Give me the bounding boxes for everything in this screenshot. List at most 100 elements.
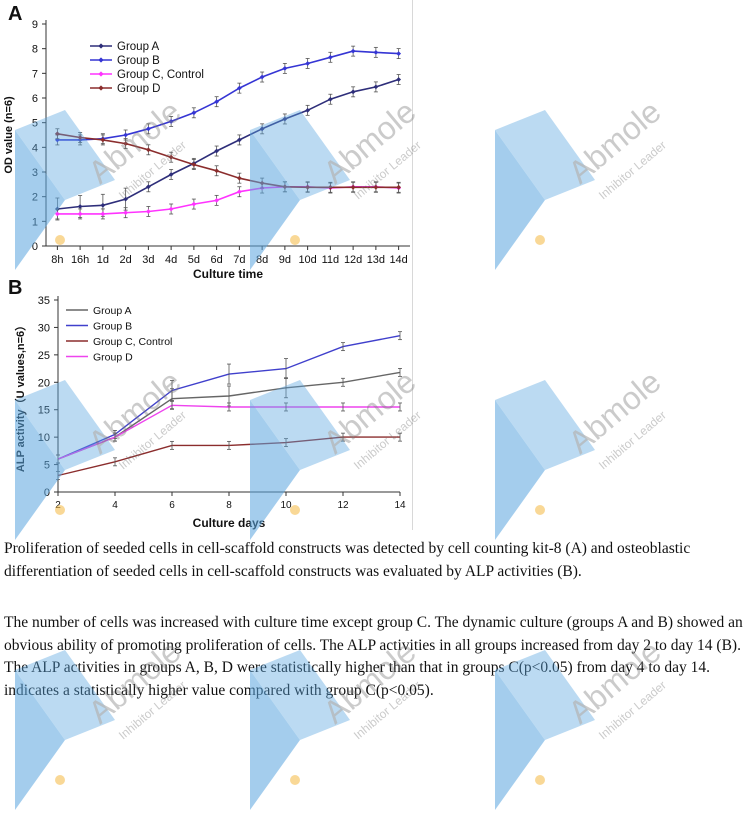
watermark-shape (15, 110, 115, 200)
data-point (123, 196, 129, 202)
y-tick-label: 7 (32, 68, 38, 80)
data-point (350, 48, 356, 54)
x-tick-label: 12d (344, 254, 362, 266)
legend-label: Group B (93, 321, 132, 333)
data-point (123, 210, 129, 216)
y-tick-label: 25 (38, 350, 50, 362)
data-point (145, 126, 151, 132)
watermark-shape (495, 650, 595, 740)
series-1 (54, 74, 402, 221)
data-point (214, 148, 220, 154)
data-point (168, 154, 174, 160)
series-4 (56, 400, 402, 464)
data-point (236, 175, 242, 181)
data-point (373, 184, 379, 190)
watermark-dot (290, 505, 300, 515)
legend-label: Group C, Control (93, 336, 172, 348)
watermark-dot (290, 235, 300, 245)
data-point (54, 131, 60, 137)
data-point (100, 211, 106, 217)
legend: Group A Group B Group C, Control Group D (90, 41, 204, 95)
y-tick-label: 6 (32, 93, 38, 105)
caption-paragraph-1: Proliferation of seeded cells in cell-sc… (4, 540, 691, 580)
x-tick-label: 14d (389, 254, 407, 266)
data-point (168, 119, 174, 124)
data-point (396, 184, 402, 190)
data-point (236, 189, 242, 195)
data-point (259, 126, 265, 132)
data-point (214, 99, 220, 105)
watermark-shape (495, 110, 595, 200)
legend-marker (98, 43, 104, 49)
x-tick-label: 10 (280, 500, 292, 511)
data-point (145, 184, 151, 190)
watermark-shape (15, 130, 65, 270)
watermark-shape (15, 380, 115, 470)
data-point (282, 116, 288, 122)
legend-label: Group D (117, 83, 160, 95)
data-point (54, 211, 60, 217)
x-tick-label: 1d (97, 254, 109, 266)
data-point (327, 54, 333, 60)
watermark-dot (535, 505, 545, 515)
watermark-dot (55, 505, 65, 515)
x-tick-label: 10d (298, 254, 316, 266)
series-line (57, 133, 399, 189)
data-point (396, 77, 402, 82)
y-tick-label: 8 (32, 44, 38, 56)
legend-marker (98, 85, 104, 91)
chart-a: A01234567898h16h1d2d3d4d5d6d7d8d9d10d11d… (3, 3, 410, 280)
y-tick-label: 20 (38, 377, 50, 389)
y-axis-title: OD value (n=6) (3, 96, 15, 174)
legend-marker (98, 57, 104, 63)
x-tick-label: 13d (367, 254, 385, 266)
y-tick-label: 4 (32, 142, 38, 154)
x-tick-label: 16h (71, 254, 89, 266)
watermark-shape (250, 130, 300, 270)
x-tick-label: 5d (188, 254, 200, 266)
data-point (77, 204, 83, 209)
y-tick-label: 0 (32, 241, 38, 253)
watermark-dot (55, 775, 65, 785)
series-line (57, 50, 399, 141)
data-point (350, 89, 356, 95)
x-tick-label: 6 (169, 500, 175, 511)
y-tick-label: 35 (38, 295, 50, 307)
data-point (396, 51, 402, 56)
data-point (77, 135, 83, 140)
watermark-shape (15, 650, 115, 740)
legend-label: Group A (117, 41, 160, 53)
watermark-shape (495, 130, 545, 270)
data-point (145, 147, 151, 153)
data-point (191, 201, 197, 207)
data-point (214, 168, 220, 174)
x-tick-label: 8 (226, 500, 232, 511)
divider-line (412, 0, 413, 530)
watermark-shape (250, 380, 350, 470)
legend-label: Group D (93, 352, 133, 364)
chart-b: B051015202530352468101214Culture daysALP… (8, 278, 406, 530)
x-tick-label: 4 (112, 500, 118, 511)
watermark-shape (250, 110, 350, 200)
data-point (168, 172, 174, 177)
x-tick-label: 2d (120, 254, 132, 266)
y-tick-label: 15 (38, 405, 50, 417)
data-point (168, 206, 174, 212)
x-tick-label: 9d (279, 254, 291, 266)
data-point (327, 96, 333, 102)
y-tick-label: 9 (32, 19, 38, 31)
x-axis-title: Culture time (193, 267, 263, 280)
watermark-dot (290, 775, 300, 785)
watermark-shape (250, 400, 300, 540)
data-point (305, 61, 311, 66)
y-tick-label: 30 (38, 322, 50, 334)
x-tick-label: 14 (394, 500, 406, 511)
data-point (145, 209, 151, 214)
panel-label: B (8, 278, 22, 299)
